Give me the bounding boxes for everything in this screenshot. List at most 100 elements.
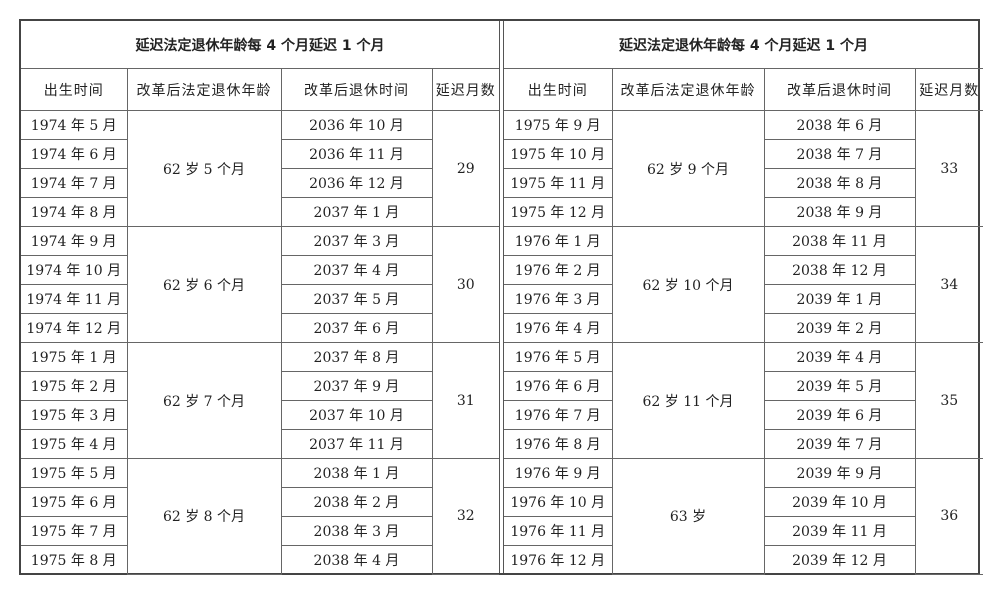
column-header: 改革后法定退休年龄 <box>126 68 282 111</box>
birth-date: 1976 年 10 月 <box>504 487 613 517</box>
table-row: 1975 年 1 月 62 岁 7 个月 2037 年 8 月 31 <box>21 342 500 459</box>
birth-date: 1975 年 11 月 <box>504 168 613 198</box>
retirement-date: 2038 年 8 月 <box>763 168 915 198</box>
retirement-date: 2039 年 4 月 <box>763 342 916 372</box>
table-row: 1976 年 10 月 2039 年 10 月 <box>504 487 983 517</box>
birth-date: 1974 年 7 月 <box>21 168 128 198</box>
column-header: 出生时间 <box>21 68 128 111</box>
column-header: 改革后法定退休年龄 <box>611 68 765 111</box>
retirement-date: 2036 年 10 月 <box>280 110 433 140</box>
birth-date: 1976 年 12 月 <box>504 545 613 574</box>
birth-date: 1974 年 12 月 <box>21 313 128 343</box>
column-header: 改革后退休时间 <box>280 68 433 111</box>
retirement-tables: 延迟法定退休年龄每 4 个月延迟 1 个月 出生时间 改革后法定退休年龄 改革后退休时… <box>19 19 984 575</box>
birth-date: 1976 年 1 月 <box>504 226 613 256</box>
table-title: 延迟法定退休年龄每 4 个月延迟 1 个月 <box>21 21 500 69</box>
retirement-date: 2039 年 1 月 <box>763 284 915 314</box>
retirement-date: 2039 年 2 月 <box>763 313 915 343</box>
birth-date: 1974 年 8 月 <box>21 197 128 227</box>
retirement-date: 2038 年 7 月 <box>763 139 915 169</box>
retirement-date: 2037 年 9 月 <box>280 371 432 401</box>
birth-date: 1976 年 11 月 <box>504 516 613 546</box>
table-row: 1974 年 5 月 62 岁 5 个月 2036 年 10 月 29 <box>21 110 500 227</box>
delay-months: 35 <box>914 342 984 459</box>
table-row: 1975 年 2 月 2037 年 9 月 <box>21 371 499 401</box>
retirement-date: 2038 年 12 月 <box>763 255 915 285</box>
birth-date: 1975 年 3 月 <box>21 400 128 430</box>
table-row: 1975 年 10 月 2038 年 7 月 <box>504 139 983 169</box>
birth-date: 1976 年 2 月 <box>504 255 613 285</box>
table-row: 1975 年 3 月 2037 年 10 月 <box>21 400 499 430</box>
retirement-age: 62 岁 11 个月 <box>611 342 765 459</box>
retirement-date: 2038 年 2 月 <box>280 487 432 517</box>
retirement-date: 2037 年 1 月 <box>280 197 432 227</box>
birth-date: 1975 年 8 月 <box>21 545 128 574</box>
birth-date: 1974 年 11 月 <box>21 284 128 314</box>
retirement-age: 62 岁 7 个月 <box>126 342 282 459</box>
birth-date: 1976 年 5 月 <box>504 342 613 372</box>
table-row: 1976 年 6 月 2039 年 5 月 <box>504 371 983 401</box>
birth-date: 1975 年 12 月 <box>504 197 613 227</box>
table-row: 1974 年 6 月 2036 年 11 月 <box>21 139 499 169</box>
delay-months: 34 <box>914 226 984 343</box>
table-row: 1974 年 10 月 2037 年 4 月 <box>21 255 499 285</box>
retirement-table: 延迟法定退休年龄每 4 个月延迟 1 个月 出生时间 改革后法定退休年龄 改革后退休时… <box>504 21 984 575</box>
table-row: 1975 年 12 月 2038 年 9 月 <box>504 197 983 227</box>
retirement-date: 2038 年 4 月 <box>280 545 432 574</box>
retirement-date: 2037 年 4 月 <box>280 255 432 285</box>
retirement-date: 2037 年 3 月 <box>280 226 433 256</box>
retirement-date: 2039 年 11 月 <box>763 516 915 546</box>
retirement-date: 2037 年 8 月 <box>280 342 433 372</box>
retirement-age: 63 岁 <box>611 458 765 575</box>
retirement-date: 2038 年 9 月 <box>763 197 915 227</box>
retirement-date: 2038 年 3 月 <box>280 516 432 546</box>
retirement-date: 2039 年 12 月 <box>763 545 915 574</box>
retirement-date: 2036 年 12 月 <box>280 168 432 198</box>
table-row: 1975 年 7 月 2038 年 3 月 <box>21 516 499 546</box>
delay-months: 32 <box>431 458 500 575</box>
birth-date: 1975 年 7 月 <box>21 516 128 546</box>
retirement-date: 2037 年 6 月 <box>280 313 432 343</box>
table-left: 延迟法定退休年龄每 4 个月延迟 1 个月 出生时间 改革后法定退休年龄 改革后退休时… <box>21 21 500 575</box>
table-right: 延迟法定退休年龄每 4 个月延迟 1 个月 出生时间 改革后法定退休年龄 改革后退休时… <box>503 21 984 575</box>
table-title: 延迟法定退休年龄每 4 个月延迟 1 个月 <box>504 21 984 69</box>
delay-months: 29 <box>431 110 500 227</box>
birth-date: 1975 年 1 月 <box>21 342 128 372</box>
birth-date: 1976 年 4 月 <box>504 313 613 343</box>
retirement-date: 2038 年 11 月 <box>763 226 916 256</box>
birth-date: 1976 年 3 月 <box>504 284 613 314</box>
retirement-date: 2037 年 5 月 <box>280 284 432 314</box>
birth-date: 1976 年 6 月 <box>504 371 613 401</box>
table-row: 1976 年 11 月 2039 年 11 月 <box>504 516 983 546</box>
retirement-date: 2039 年 6 月 <box>763 400 915 430</box>
table-row: 1976 年 7 月 2039 年 6 月 <box>504 400 983 430</box>
retirement-age: 62 岁 6 个月 <box>126 226 282 343</box>
birth-date: 1974 年 6 月 <box>21 139 128 169</box>
retirement-date: 2039 年 7 月 <box>763 429 915 459</box>
retirement-date: 2038 年 6 月 <box>763 110 916 140</box>
birth-date: 1976 年 8 月 <box>504 429 613 459</box>
retirement-date: 2036 年 11 月 <box>280 139 432 169</box>
table-row: 1974 年 11 月 2037 年 5 月 <box>21 284 499 314</box>
retirement-date: 2037 年 10 月 <box>280 400 432 430</box>
retirement-age: 62 岁 9 个月 <box>611 110 765 227</box>
retirement-age: 62 岁 8 个月 <box>126 458 282 575</box>
retirement-age: 62 岁 10 个月 <box>611 226 765 343</box>
birth-date: 1975 年 4 月 <box>21 429 128 459</box>
table-row: 1975 年 8 月 2038 年 4 月 <box>21 545 499 574</box>
column-header: 改革后退休时间 <box>763 68 916 111</box>
delay-months: 36 <box>914 458 984 575</box>
table-row: 1976 年 4 月 2039 年 2 月 <box>504 313 983 343</box>
table-row: 1975 年 5 月 62 岁 8 个月 2038 年 1 月 32 <box>21 458 500 575</box>
column-header: 延迟月数 <box>431 68 500 111</box>
table-row: 1976 年 12 月 2039 年 12 月 <box>504 545 983 574</box>
delay-months: 31 <box>431 342 500 459</box>
retirement-date: 2039 年 10 月 <box>763 487 915 517</box>
column-header: 延迟月数 <box>914 68 984 111</box>
birth-date: 1976 年 7 月 <box>504 400 613 430</box>
table-row: 1974 年 12 月 2037 年 6 月 <box>21 313 499 343</box>
birth-date: 1975 年 2 月 <box>21 371 128 401</box>
birth-date: 1976 年 9 月 <box>504 458 613 488</box>
retirement-date: 2037 年 11 月 <box>280 429 432 459</box>
birth-date: 1975 年 10 月 <box>504 139 613 169</box>
